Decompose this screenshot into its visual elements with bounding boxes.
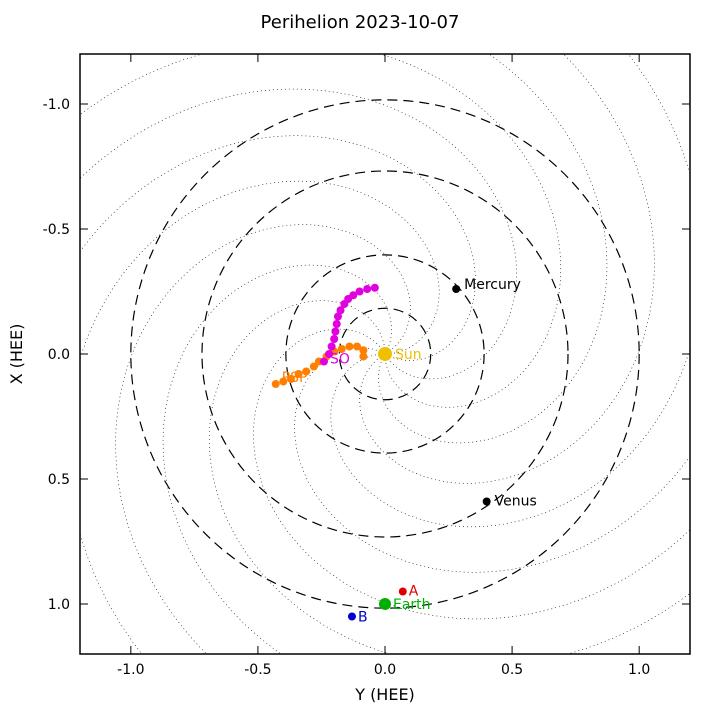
y-axis-label: X (HEE) [7,324,26,385]
heliocentric-position-chart: Perihelion 2023-10-07 PSPSOSunMercuryVen… [0,0,720,709]
sun-label: Sun [395,347,422,363]
psp-point [359,353,367,361]
so-point [328,343,336,351]
b-marker [348,613,356,621]
y-tick-label: 0.0 [48,347,70,363]
spiral-arm [19,136,476,551]
y-tick-label: -1.0 [43,97,70,113]
spiral-arm [295,157,720,572]
so-point [331,328,339,336]
earth-marker [379,598,391,610]
y-tick-label: 1.0 [48,597,70,613]
y-tick-label: -0.5 [43,222,70,238]
psp-point [272,380,280,388]
spiral-arm [185,0,607,443]
spiral-arm [360,0,655,483]
mercury-label: Mercury [464,277,521,293]
y-tick-label: 0.5 [48,472,70,488]
spiral-arm [116,225,411,709]
venus-marker [483,498,491,506]
spiral-arm [0,89,517,379]
a-marker [399,588,407,596]
x-tick-label: 1.0 [628,662,650,678]
x-axis-label: Y (HEE) [354,685,415,704]
x-tick-label: 0.0 [374,662,396,678]
x-tick-label: 0.5 [501,662,523,678]
psp-point [345,343,353,351]
psp-label: PSP [282,370,308,386]
spiral-arm [253,329,720,619]
a-label: A [409,584,419,600]
x-tick-label: -0.5 [244,662,271,678]
b-label: B [358,610,368,626]
so-label: SO [330,352,350,368]
so-point [320,358,328,366]
x-tick-label: -1.0 [117,662,144,678]
chart-title: Perihelion 2023-10-07 [261,12,460,33]
plot-area: PSPSOSunMercuryVenusEarthAB-1.0-0.50.00.… [0,0,720,709]
mercury-marker [452,285,460,293]
so-point [371,284,379,292]
so-point [363,285,371,293]
so-point [330,335,338,343]
sun-marker [378,347,392,361]
so-point [356,288,364,296]
venus-label: Venus [495,494,537,510]
spiral-arm [163,265,585,709]
so-point [333,320,341,328]
